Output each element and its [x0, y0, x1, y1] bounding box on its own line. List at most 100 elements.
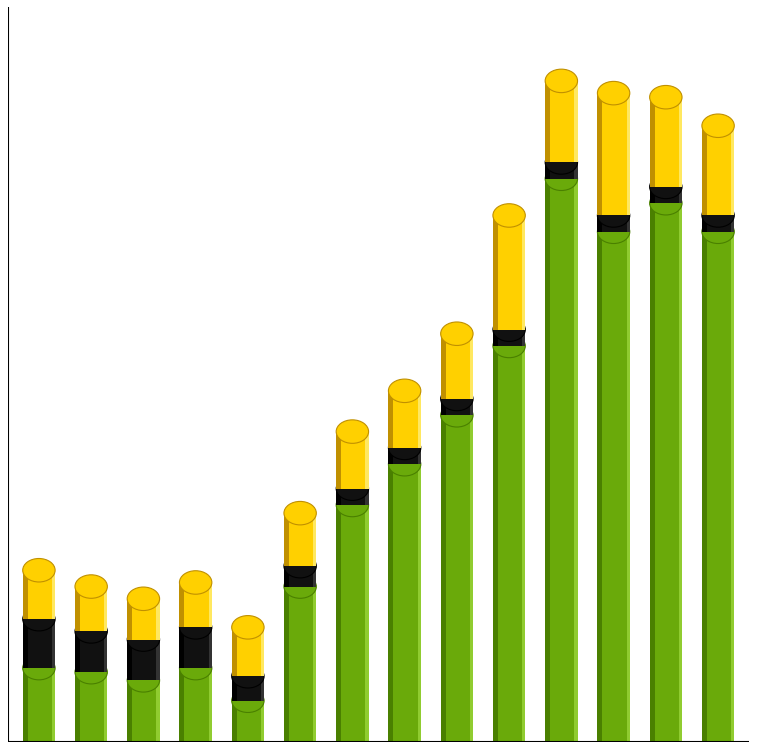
Ellipse shape: [127, 628, 160, 652]
Bar: [388, 448, 421, 464]
Ellipse shape: [441, 322, 473, 345]
Bar: [575, 179, 578, 742]
Bar: [627, 231, 630, 742]
Bar: [366, 488, 369, 505]
Bar: [597, 231, 603, 742]
Bar: [441, 415, 446, 742]
Ellipse shape: [23, 656, 55, 680]
Bar: [597, 231, 630, 742]
Ellipse shape: [388, 452, 421, 476]
Bar: [545, 81, 550, 163]
Bar: [52, 570, 55, 619]
Bar: [470, 415, 473, 742]
Bar: [336, 505, 341, 742]
Bar: [157, 640, 160, 680]
Bar: [232, 676, 236, 701]
Bar: [179, 628, 184, 668]
Bar: [232, 676, 264, 701]
Bar: [209, 628, 212, 668]
Bar: [284, 586, 316, 742]
Bar: [336, 431, 341, 488]
Bar: [702, 216, 707, 231]
Bar: [493, 346, 525, 742]
Ellipse shape: [336, 494, 369, 517]
Bar: [23, 619, 55, 668]
Bar: [313, 566, 316, 586]
Bar: [313, 586, 316, 742]
Bar: [284, 566, 289, 586]
Bar: [545, 81, 578, 163]
Bar: [650, 203, 655, 742]
Bar: [522, 346, 525, 742]
Bar: [75, 586, 79, 631]
Bar: [731, 231, 734, 742]
Ellipse shape: [493, 318, 525, 342]
Bar: [209, 668, 212, 742]
Bar: [441, 399, 473, 415]
Bar: [650, 97, 682, 187]
Bar: [597, 93, 630, 216]
Bar: [575, 81, 578, 163]
Ellipse shape: [702, 204, 734, 227]
Ellipse shape: [284, 501, 316, 525]
Bar: [493, 330, 498, 346]
Ellipse shape: [75, 574, 107, 598]
Bar: [650, 187, 655, 203]
Bar: [179, 583, 212, 628]
Bar: [313, 513, 316, 566]
Bar: [388, 464, 421, 742]
Bar: [52, 619, 55, 668]
Bar: [441, 415, 473, 742]
Ellipse shape: [336, 420, 369, 443]
Bar: [261, 676, 264, 701]
Bar: [679, 97, 682, 187]
Bar: [127, 598, 132, 640]
Bar: [679, 187, 682, 203]
Ellipse shape: [127, 587, 160, 610]
Ellipse shape: [545, 151, 578, 175]
Bar: [650, 97, 655, 187]
Ellipse shape: [388, 379, 421, 402]
Bar: [284, 586, 289, 742]
Bar: [545, 163, 550, 179]
Ellipse shape: [75, 661, 107, 684]
Bar: [388, 448, 394, 464]
Bar: [336, 431, 369, 488]
Bar: [418, 391, 421, 448]
Bar: [104, 672, 107, 742]
Bar: [702, 231, 734, 742]
Bar: [597, 216, 603, 231]
Ellipse shape: [493, 334, 525, 358]
Bar: [388, 464, 394, 742]
Bar: [470, 399, 473, 415]
Bar: [261, 628, 264, 676]
Ellipse shape: [702, 114, 734, 138]
Bar: [493, 216, 498, 330]
Bar: [545, 163, 578, 179]
Ellipse shape: [597, 220, 630, 243]
Ellipse shape: [179, 616, 212, 639]
Ellipse shape: [336, 477, 369, 500]
Bar: [127, 680, 132, 742]
Bar: [545, 179, 578, 742]
Bar: [157, 598, 160, 640]
Bar: [209, 583, 212, 628]
Bar: [75, 631, 107, 672]
Bar: [336, 488, 369, 505]
Bar: [127, 640, 160, 680]
Bar: [702, 126, 707, 216]
Bar: [418, 464, 421, 742]
Bar: [232, 628, 236, 676]
Ellipse shape: [284, 554, 316, 578]
Bar: [493, 330, 525, 346]
Bar: [650, 203, 682, 742]
Bar: [75, 672, 107, 742]
Ellipse shape: [232, 689, 264, 712]
Ellipse shape: [702, 220, 734, 243]
Bar: [104, 631, 107, 672]
Bar: [441, 334, 473, 399]
Bar: [261, 701, 264, 742]
Bar: [702, 216, 734, 231]
Bar: [127, 640, 132, 680]
Bar: [23, 570, 55, 619]
